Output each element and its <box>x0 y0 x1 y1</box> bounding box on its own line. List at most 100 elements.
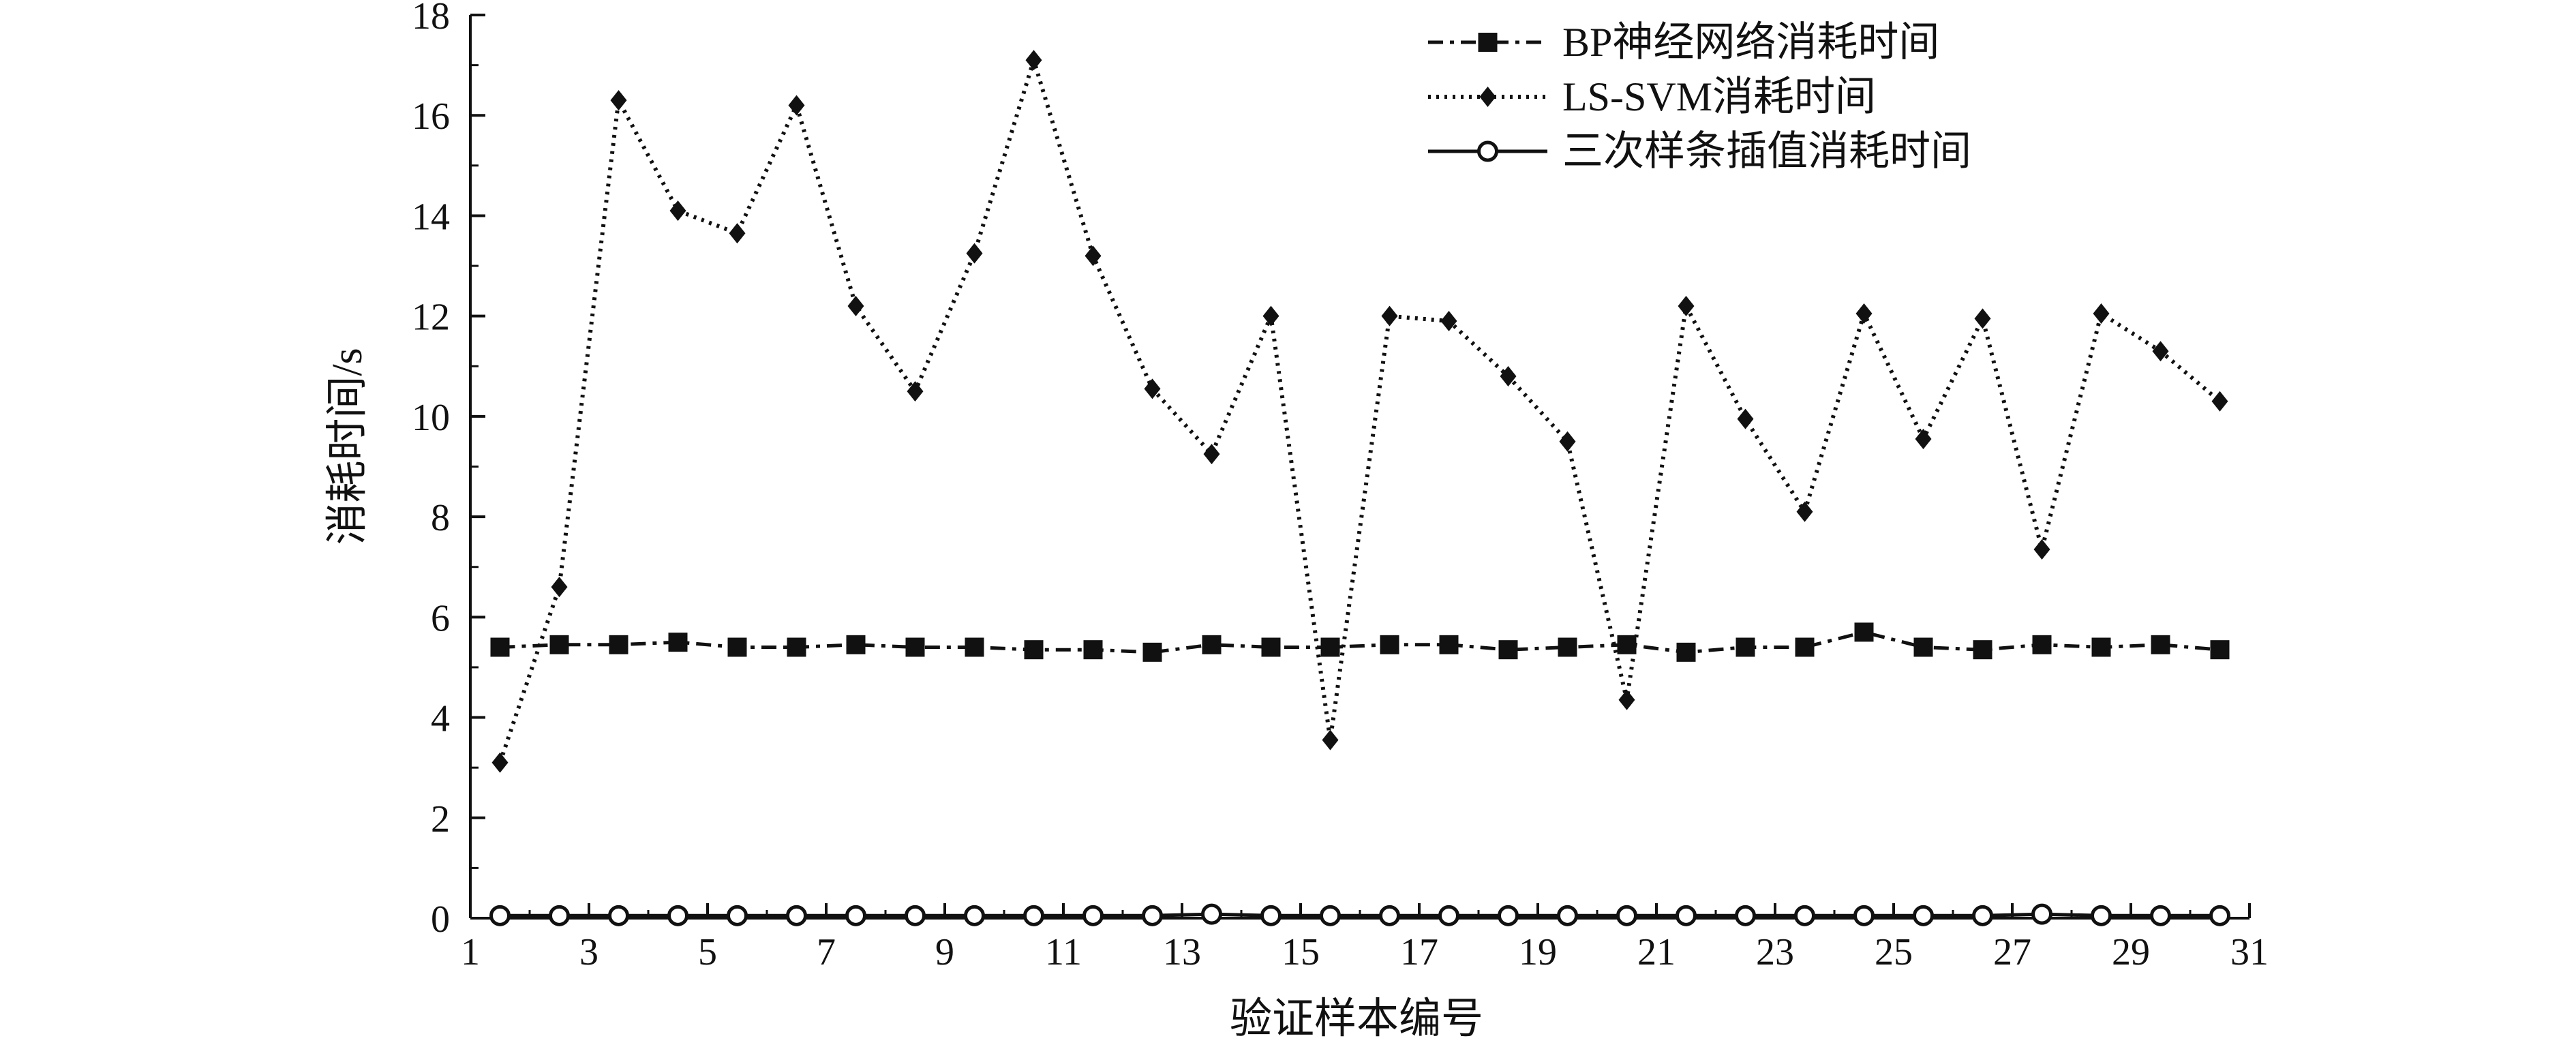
data-point-2 <box>729 223 746 244</box>
y-tick-label: 14 <box>412 196 450 238</box>
data-point-2 <box>551 577 568 598</box>
data-point-2 <box>847 295 864 316</box>
data-point-3 <box>1794 905 1815 926</box>
data-point-2 <box>1381 305 1398 327</box>
x-axis-label: 验证样本编号 <box>1230 996 1483 1042</box>
data-point-3 <box>1142 905 1163 926</box>
data-point-1 <box>1083 640 1103 660</box>
data-point-1 <box>965 637 984 657</box>
y-tick-label: 2 <box>431 798 450 840</box>
x-tick-label: 27 <box>1993 931 2031 973</box>
data-point-3 <box>1557 905 1578 926</box>
data-point-2 <box>1440 311 1457 332</box>
y-tick-label: 12 <box>412 297 450 339</box>
data-point-3 <box>1735 905 1756 926</box>
data-point-2 <box>1855 303 1873 324</box>
x-tick-label: 7 <box>817 931 836 973</box>
data-point-1 <box>846 635 866 654</box>
data-point-3 <box>1023 905 1044 926</box>
data-point-2 <box>491 752 509 773</box>
x-tick-label: 5 <box>698 931 717 973</box>
x-tick-label: 19 <box>1519 931 1557 973</box>
data-point-2 <box>1796 501 1813 522</box>
data-point-1 <box>1142 642 1162 662</box>
data-point-3 <box>1260 905 1282 926</box>
data-point-3 <box>1320 905 1341 926</box>
data-point-1 <box>1558 637 1577 657</box>
data-point-2 <box>1915 429 1932 450</box>
data-point-2 <box>1144 378 1161 399</box>
data-point-1 <box>1736 637 1755 657</box>
data-point-1 <box>490 637 510 657</box>
series-line-3 <box>500 912 2220 917</box>
y-axis-label: 消耗时间/s <box>324 348 371 545</box>
data-point-1 <box>727 637 747 657</box>
data-point-2 <box>1262 305 1279 327</box>
series-1 <box>490 622 2230 662</box>
y-tick-label: 18 <box>412 0 450 37</box>
data-point-3 <box>786 905 807 926</box>
x-tick-label: 29 <box>2112 931 2150 973</box>
data-point-3 <box>1379 905 1400 926</box>
data-point-3 <box>2209 905 2230 926</box>
data-point-1 <box>1320 637 1340 657</box>
data-point-3 <box>1616 905 1637 926</box>
legend-label-3: 三次样条插值消耗时间 <box>1562 129 1971 174</box>
data-point-3 <box>549 905 570 926</box>
data-point-3 <box>1676 905 1697 926</box>
axes-group: 1 3 5 7 9 11 13 15 17 19 21 23 25 27 29 310246810121416… <box>412 0 2269 973</box>
legend-marker-1 <box>1478 33 1498 52</box>
data-point-2 <box>1559 431 1576 452</box>
data-point-1 <box>1973 640 1992 660</box>
data-point-3 <box>1201 903 1222 925</box>
data-point-1 <box>1795 637 1815 657</box>
legend-label-2: LS-SVM消耗时间 <box>1562 74 1876 119</box>
legend-label-1: BP神经网络消耗时间 <box>1562 20 1939 65</box>
data-point-1 <box>1380 635 1399 654</box>
data-point-2 <box>1974 308 1991 329</box>
x-tick-label: 17 <box>1400 931 1438 973</box>
x-tick-label: 31 <box>2230 931 2269 973</box>
data-point-3 <box>667 905 688 926</box>
series-line-1 <box>500 630 2220 654</box>
x-tick-label: 9 <box>935 931 954 973</box>
data-point-3 <box>1438 905 1459 926</box>
data-point-2 <box>2033 538 2050 560</box>
data-point-1 <box>1913 637 1933 657</box>
x-tick-label: 21 <box>1637 931 1676 973</box>
data-point-2 <box>1085 245 1102 267</box>
y-tick-label: 6 <box>431 597 450 639</box>
data-point-3 <box>2031 903 2052 925</box>
x-tick-label: 15 <box>1282 931 1320 973</box>
data-point-1 <box>1498 640 1518 660</box>
data-point-1 <box>609 635 628 654</box>
data-point-2 <box>2211 391 2228 412</box>
data-point-3 <box>905 905 926 926</box>
series-group <box>489 50 2230 926</box>
data-point-1 <box>2151 635 2170 654</box>
legend-marker-3 <box>1477 140 1498 162</box>
data-point-1 <box>1854 622 1874 642</box>
data-point-2 <box>1678 295 1695 316</box>
data-point-2 <box>907 381 924 402</box>
data-point-2 <box>2152 341 2169 362</box>
data-point-1 <box>549 635 569 654</box>
data-point-2 <box>1322 729 1339 750</box>
x-tick-label: 11 <box>1045 931 1082 973</box>
data-point-1 <box>1024 640 1044 660</box>
x-tick-label: 1 <box>461 931 480 973</box>
data-point-2 <box>669 200 686 222</box>
data-point-2 <box>788 95 805 116</box>
series-2 <box>491 50 2228 773</box>
data-point-2 <box>1737 408 1754 429</box>
data-point-3 <box>608 905 629 926</box>
y-tick-label: 16 <box>412 95 450 138</box>
data-point-1 <box>1261 637 1281 657</box>
x-tick-label: 13 <box>1163 931 1201 973</box>
data-point-1 <box>2091 637 2111 657</box>
data-point-3 <box>1972 905 1993 926</box>
y-tick-label: 10 <box>412 397 450 439</box>
